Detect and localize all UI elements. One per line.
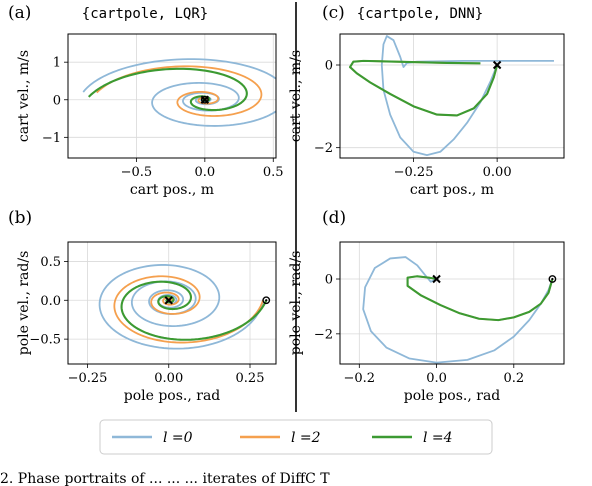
series-line-0 [380, 35, 554, 157]
series-line-1 [406, 275, 554, 322]
legend-label-0: l =0 [163, 430, 193, 446]
panels-group: −0.5 0.0 0.5 −1 0 1 (a) {cartpole, LQR} cart pos… [8, 3, 565, 404]
legend-box [99, 419, 493, 455]
end-marker [432, 274, 441, 284]
series-line-2 [348, 59, 499, 117]
y-tick-label: −2 [314, 327, 333, 342]
axes-frame [339, 33, 565, 159]
axes-frame [67, 33, 277, 159]
figure-caption: 2. Phase portraits of ... ... ... iterat… [0, 471, 330, 486]
start-marker-dot [265, 299, 268, 302]
start-marker-dot [203, 98, 206, 101]
x-tick-label: −0.25 [68, 371, 108, 386]
y-tick-label: 0 [53, 93, 61, 108]
series-line-2 [120, 280, 268, 341]
x-axis-label: cart pos., m [410, 182, 494, 198]
start-marker [548, 275, 557, 283]
series-line-2 [406, 275, 554, 322]
x-tick-label: 0.25 [236, 371, 265, 386]
panel-title: {cartpole, DNN} [357, 6, 483, 22]
y-axis-label: cart vel., m/s [288, 50, 304, 142]
panel-d: −0.2 0.0 0.2 −2 0 (d) pole pos., rad pole vel.,… [288, 208, 565, 404]
series-line-1 [96, 65, 263, 117]
x-tick-label: −0.5 [121, 165, 153, 180]
axes-frame [67, 241, 277, 365]
x-tick-label: 0.00 [483, 165, 512, 180]
start-marker-dot [551, 277, 554, 281]
y-tick-label: 0.5 [40, 255, 61, 270]
panel-label: (a) [8, 3, 31, 23]
x-axis-label: cart pos., m [130, 182, 214, 198]
panel-c: −0.25 0.00 −2 0 (c) {cartpole, DNN} cart pos.,… [288, 3, 565, 198]
legend-label-1: l =2 [291, 430, 321, 446]
legend: l =0 l =2 l =4 [99, 419, 493, 455]
panel-a: −0.5 0.0 0.5 −1 0 1 (a) {cartpole, LQR} cart pos… [8, 3, 284, 198]
panel-title: {cartpole, LQR} [82, 6, 208, 22]
x-tick-label: 0.2 [503, 371, 524, 386]
panel-b: −0.25 0.00 0.25 −0.5 0.0 0.5 (b) pole pos., rad… [8, 208, 277, 404]
x-tick-label: −0.2 [344, 371, 376, 386]
x-axis-label: pole pos., rad [404, 388, 501, 404]
x-tick-label: −0.25 [394, 165, 434, 180]
panel-label: (d) [322, 208, 346, 228]
series-line-2 [87, 67, 248, 112]
x-tick-label: 0.5 [263, 165, 284, 180]
panel-label: (c) [322, 3, 345, 23]
start-marker [262, 296, 271, 305]
y-tick-label: 0.0 [40, 294, 61, 309]
y-axis-label: pole vel., rad/s [16, 251, 32, 356]
y-tick-label: 0 [325, 273, 333, 288]
y-tick-label: −2 [314, 141, 333, 156]
end-marker [492, 60, 502, 70]
x-tick-label: 0.0 [426, 371, 447, 386]
y-axis-label: pole vel., rad/s [288, 251, 304, 356]
panel-label: (b) [8, 208, 32, 228]
y-tick-label: −1 [42, 131, 61, 146]
y-tick-label: 0 [325, 59, 333, 74]
axes-frame [339, 241, 565, 365]
x-axis-label: pole pos., rad [124, 388, 221, 404]
y-tick-label: 1 [53, 56, 61, 71]
series-line-0 [362, 256, 554, 364]
y-axis-label: cart vel., m/s [16, 50, 32, 142]
legend-label-2: l =4 [423, 430, 453, 446]
start-marker [200, 95, 209, 104]
end-marker [164, 296, 173, 305]
x-tick-label: 0.00 [154, 371, 183, 386]
x-tick-label: 0.0 [194, 165, 215, 180]
y-tick-label: −0.5 [29, 333, 61, 348]
